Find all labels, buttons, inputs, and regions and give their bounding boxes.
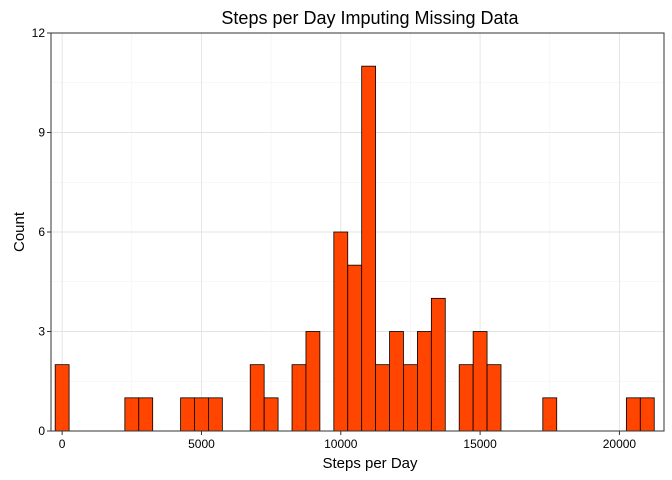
histogram-bar xyxy=(486,364,502,432)
x-tick-label: 15000 xyxy=(463,437,497,451)
x-axis-ticks: 0 5000 10000 15000 20000 xyxy=(59,431,637,451)
histogram-bar xyxy=(263,397,279,432)
histogram-bar xyxy=(291,364,307,432)
histogram-bar xyxy=(305,331,321,432)
y-tick-label: 3 xyxy=(38,325,45,339)
histogram-bar xyxy=(194,397,209,432)
histogram-bar xyxy=(54,364,70,432)
x-tick-label: 10000 xyxy=(324,437,358,451)
histogram-bar xyxy=(542,397,558,432)
x-tick-label: 20000 xyxy=(603,437,637,451)
histogram-bar xyxy=(625,397,641,432)
x-tick-label: 5000 xyxy=(188,437,215,451)
x-tick-label: 0 xyxy=(59,437,66,451)
y-axis-title: Count xyxy=(11,211,28,252)
histogram-bar xyxy=(249,364,265,432)
y-axis-ticks: 0 3 6 9 12 xyxy=(32,26,51,438)
histogram-bar xyxy=(347,264,363,432)
histogram-bar xyxy=(208,397,223,432)
histogram-bar xyxy=(333,231,349,432)
histogram-bar xyxy=(124,397,140,432)
histogram-bar xyxy=(472,331,488,432)
histogram-bar xyxy=(458,364,474,432)
y-tick-label: 0 xyxy=(38,424,45,438)
y-tick-label: 6 xyxy=(38,225,45,239)
histogram-bar xyxy=(430,297,446,432)
histogram-bar xyxy=(417,331,432,432)
histogram-bar xyxy=(180,397,195,432)
histogram-bar xyxy=(138,397,154,432)
y-tick-label: 12 xyxy=(32,26,46,40)
histogram-bar xyxy=(361,65,377,432)
x-axis-title: Steps per Day xyxy=(322,455,418,472)
y-tick-label: 9 xyxy=(38,126,45,140)
histogram-bar xyxy=(389,331,404,432)
histogram-bar xyxy=(375,364,390,432)
histogram-bar xyxy=(639,397,655,432)
chart-title: Steps per Day Imputing Missing Data xyxy=(221,8,519,28)
bars xyxy=(54,65,655,432)
histogram-bar xyxy=(403,364,418,432)
